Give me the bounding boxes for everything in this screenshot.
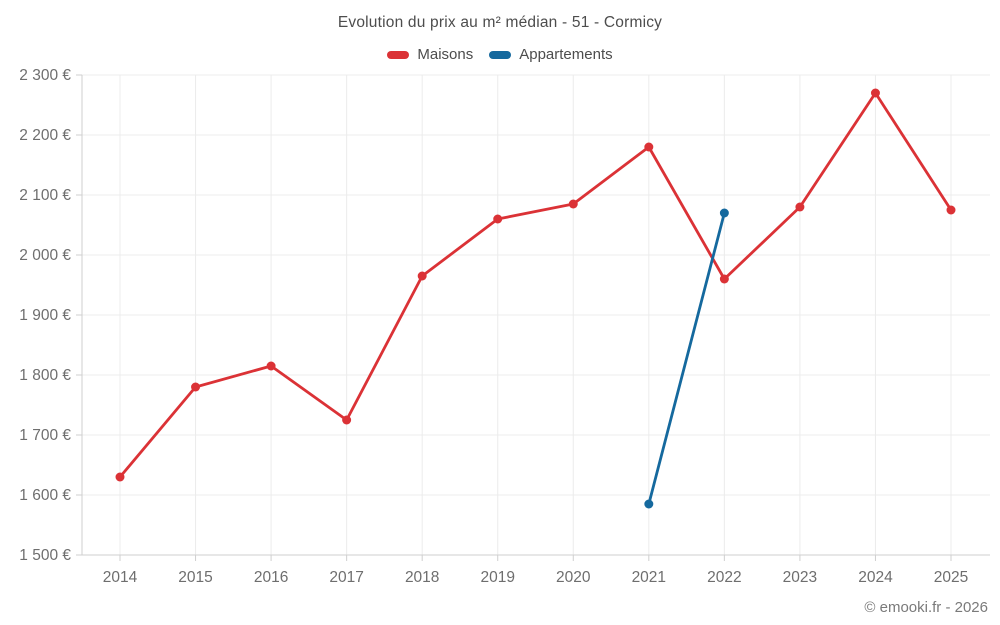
- series-line-maisons: [118, 91, 953, 479]
- x-axis-label: 2018: [405, 569, 439, 586]
- data-point-maisons[interactable]: [870, 88, 880, 98]
- x-axis-label: 2017: [329, 569, 363, 586]
- y-axis-label: 1 500 €: [19, 547, 71, 564]
- data-point-appartements[interactable]: [644, 499, 654, 509]
- x-axis-label: 2024: [858, 569, 893, 586]
- y-axis-label: 1 800 €: [19, 367, 71, 384]
- x-axis-label: 2023: [783, 569, 817, 586]
- x-axis-label: 2020: [556, 569, 591, 586]
- data-point-maisons[interactable]: [266, 361, 276, 371]
- legend-label-maisons: Maisons: [417, 46, 474, 63]
- x-axis-label: 2016: [254, 569, 288, 586]
- appartements-series-swatch-icon: [489, 50, 512, 59]
- y-axis-label: 1 900 €: [19, 307, 71, 324]
- x-axis-label: 2025: [934, 569, 968, 586]
- y-axis-label: 2 300 €: [19, 67, 71, 84]
- data-point-maisons[interactable]: [493, 214, 503, 224]
- data-point-maisons[interactable]: [115, 472, 125, 482]
- y-axis-label: 1 600 €: [19, 487, 71, 504]
- x-axis-label: 2015: [178, 569, 212, 586]
- series-line-appartements: [647, 211, 726, 506]
- data-point-maisons[interactable]: [417, 271, 427, 281]
- y-axis-label: 1 700 €: [19, 427, 71, 444]
- data-point-maisons[interactable]: [342, 415, 352, 425]
- data-point-appartements[interactable]: [719, 208, 729, 218]
- maisons-series-swatch-icon: [387, 50, 410, 59]
- data-point-maisons[interactable]: [568, 199, 578, 209]
- x-axis-label: 2014: [103, 569, 138, 586]
- y-axis-label: 2 200 €: [19, 127, 71, 144]
- chart-legend: Maisons Appartements: [0, 46, 1000, 63]
- data-point-maisons[interactable]: [191, 382, 201, 392]
- y-axis-label: 2 000 €: [19, 247, 71, 264]
- data-point-maisons[interactable]: [719, 274, 729, 284]
- copyright-notice: © emooki.fr - 2026: [864, 599, 988, 616]
- data-point-maisons[interactable]: [946, 205, 956, 215]
- legend-label-appartements: Appartements: [519, 46, 613, 63]
- chart-title: Evolution du prix au m² médian - 51 - Co…: [337, 14, 663, 31]
- x-axis-label: 2022: [707, 569, 741, 586]
- legend-item-maisons[interactable]: Maisons: [387, 46, 473, 63]
- y-axis-label: 2 100 €: [19, 187, 71, 204]
- x-axis-label: 2019: [480, 569, 514, 586]
- legend-item-appartements[interactable]: Appartements: [489, 46, 613, 63]
- data-point-maisons[interactable]: [795, 202, 805, 212]
- data-point-maisons[interactable]: [644, 142, 654, 152]
- x-axis-label: 2021: [632, 569, 666, 586]
